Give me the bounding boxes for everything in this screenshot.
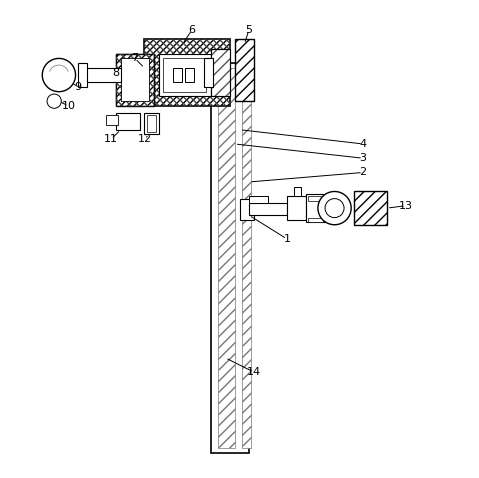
Bar	[145, 39, 230, 106]
Bar	[116, 54, 154, 106]
Text: 3: 3	[360, 153, 366, 163]
Bar	[249, 196, 268, 203]
Bar	[242, 68, 251, 448]
Text: 7: 7	[131, 54, 138, 64]
Bar	[145, 39, 230, 106]
Bar	[211, 49, 230, 97]
Bar	[159, 54, 211, 97]
Circle shape	[47, 94, 61, 109]
Circle shape	[42, 58, 76, 92]
Bar	[83, 68, 121, 82]
Bar	[306, 194, 325, 222]
Bar	[308, 217, 323, 222]
Bar	[235, 39, 254, 101]
Text: 5: 5	[246, 25, 252, 35]
Text: 4: 4	[360, 139, 366, 149]
Bar	[163, 58, 206, 92]
Bar	[173, 68, 182, 82]
Bar	[121, 58, 149, 101]
Bar	[294, 187, 301, 196]
Bar	[218, 68, 235, 448]
Text: 6: 6	[188, 25, 195, 35]
Circle shape	[325, 198, 344, 217]
Bar	[116, 113, 140, 130]
Bar	[211, 63, 249, 453]
Bar	[145, 113, 159, 134]
Bar	[185, 68, 194, 82]
Bar	[204, 58, 213, 87]
Bar	[287, 196, 306, 220]
Bar	[354, 192, 387, 225]
Text: 13: 13	[399, 201, 413, 211]
Bar	[78, 63, 88, 87]
Text: 14: 14	[247, 367, 261, 377]
Text: 12: 12	[137, 134, 151, 144]
Bar	[211, 49, 230, 97]
Bar	[240, 198, 254, 220]
Bar	[249, 203, 287, 215]
Text: 11: 11	[104, 134, 118, 144]
Bar	[147, 116, 156, 132]
Bar	[106, 116, 118, 125]
Text: 8: 8	[113, 68, 119, 77]
Text: 1: 1	[284, 234, 291, 244]
Text: 9: 9	[74, 82, 81, 92]
Text: 10: 10	[61, 101, 75, 111]
Circle shape	[318, 192, 351, 225]
Bar	[308, 196, 323, 201]
Text: 2: 2	[360, 167, 366, 177]
Bar	[116, 54, 154, 106]
